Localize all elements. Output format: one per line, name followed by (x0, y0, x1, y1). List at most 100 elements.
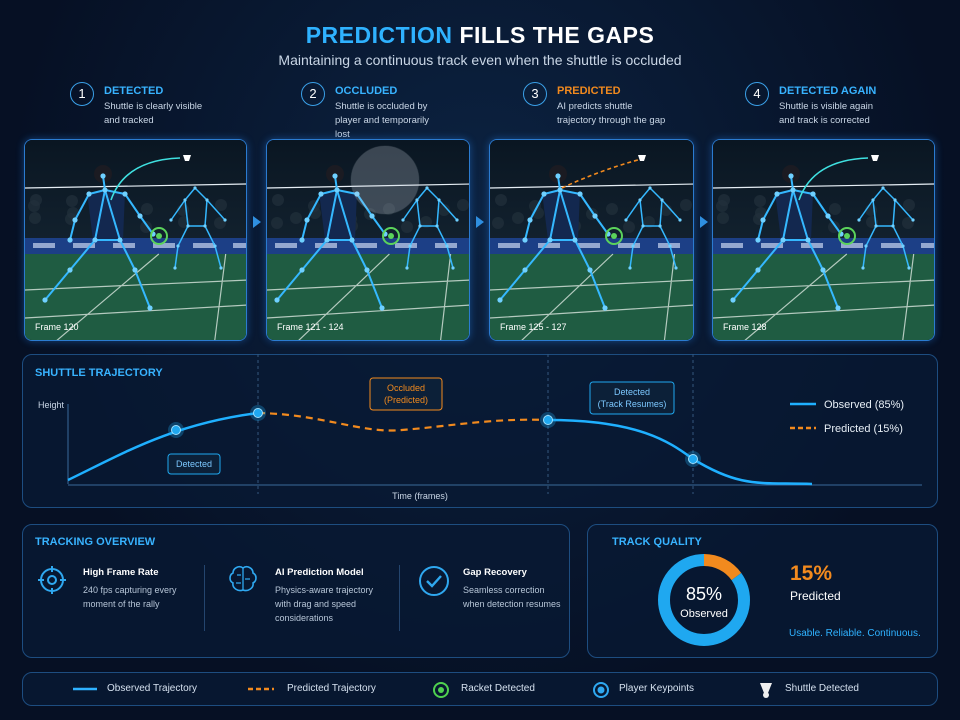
skeleton-bone (204, 199, 208, 227)
arrow-head (700, 216, 708, 228)
keypoint (835, 305, 841, 311)
keypoint (451, 266, 455, 270)
skeleton-bone (902, 245, 910, 269)
banner-logo (275, 243, 297, 248)
keypoint (176, 244, 180, 248)
callout-box (369, 377, 443, 411)
keypoint (658, 224, 662, 228)
subtitle: Maintaining a continuous track even when… (278, 52, 682, 68)
skeleton-bone (632, 225, 644, 247)
keypoint (415, 198, 419, 202)
legend-swatch (248, 687, 274, 691)
frame-label: Frame 125 - 127 (500, 322, 567, 332)
crowd (492, 217, 504, 229)
skeleton-bone (214, 245, 222, 269)
court-lines (267, 253, 469, 340)
legend-text: Observed (85%) (824, 399, 904, 411)
overview-item-text: Physics-aware trajectory with drag and s… (275, 585, 374, 623)
banner-logo (721, 243, 743, 248)
skeleton-bone (134, 269, 151, 309)
keypoint (67, 267, 73, 273)
skeleton-bone (669, 245, 677, 269)
banner-logo (315, 243, 337, 248)
skeleton-bone (426, 187, 440, 201)
callout-text: (Predicted) (384, 395, 428, 405)
skeleton-bone (177, 225, 189, 247)
skeleton-bone (732, 269, 759, 301)
keypoint (205, 198, 209, 202)
keypoint (678, 218, 682, 222)
keypoint (274, 297, 280, 303)
legend-swatch (433, 682, 449, 698)
callout-text: Occluded (387, 383, 425, 393)
keypoint (522, 237, 528, 243)
keypoint (425, 186, 429, 190)
skeleton-bone (88, 189, 106, 195)
skeleton-bone (194, 187, 208, 201)
keypoint (173, 266, 177, 270)
keypoint (857, 218, 861, 222)
keypoint (169, 218, 173, 222)
overview-card: TRACKING OVERVIEW High Frame Rate 240 fps… (22, 524, 570, 658)
banner-logo (153, 243, 175, 248)
player-near (87, 192, 125, 240)
skeleton-bone (436, 199, 440, 227)
keypoint (122, 191, 128, 197)
keypoint (788, 173, 794, 179)
skeleton-bone (882, 187, 896, 201)
skeleton-bone (184, 199, 189, 227)
banner-logo (761, 243, 783, 248)
shuttle-path (561, 157, 646, 189)
step-number: 1 (70, 82, 94, 106)
skeleton-bone (320, 189, 338, 195)
skeleton-bone (625, 199, 641, 221)
icon-brain (229, 566, 257, 592)
crowd (215, 199, 227, 211)
skeleton-bone (629, 245, 634, 269)
predicted-curve (257, 411, 549, 432)
keypoint (100, 173, 106, 179)
skeleton-bone (782, 189, 794, 241)
step-text: Shuttle is visible again and track is co… (779, 101, 873, 126)
keypoint (891, 224, 895, 228)
quality-title: TRACK QUALITY (612, 536, 702, 548)
crowd (902, 217, 914, 229)
skeleton-bone (807, 239, 824, 271)
player-near (542, 192, 580, 240)
banner-logo (618, 243, 640, 248)
crowd (401, 221, 413, 233)
net (713, 183, 934, 189)
keypoint (183, 198, 187, 202)
crowd (66, 195, 78, 207)
skeleton-bone (416, 187, 428, 201)
keypoint (92, 237, 98, 243)
banner-logo (395, 243, 417, 248)
skeleton-bone (170, 199, 186, 221)
frame-label: Frame 121 - 124 (277, 322, 344, 332)
keypoint (72, 217, 78, 223)
shuttle (871, 155, 879, 161)
skeleton-bone (827, 215, 842, 235)
shuttle-path (798, 157, 869, 201)
keypoint (820, 267, 826, 273)
keypoint (349, 237, 355, 243)
skeleton-bone (306, 193, 322, 221)
keypoint (624, 218, 628, 222)
legend-label: Predicted Trajectory (287, 683, 376, 694)
keypoint (780, 237, 786, 243)
skeleton-bone (858, 199, 874, 221)
court-lines (25, 253, 246, 340)
player-near (775, 192, 813, 240)
skeleton-bone (499, 269, 526, 301)
arrow-head (476, 216, 484, 228)
legend-label: Racket Detected (461, 683, 535, 694)
skeleton-bone (822, 269, 839, 309)
keypoint (318, 191, 324, 197)
x-axis-label: Time (frames) (392, 491, 448, 501)
skeleton-bone (119, 239, 136, 271)
step-text: AI predicts shuttle trajectory through t… (557, 101, 666, 126)
skeleton-bone (326, 189, 338, 241)
skeleton-bone (69, 219, 76, 241)
keypoint (668, 244, 672, 248)
